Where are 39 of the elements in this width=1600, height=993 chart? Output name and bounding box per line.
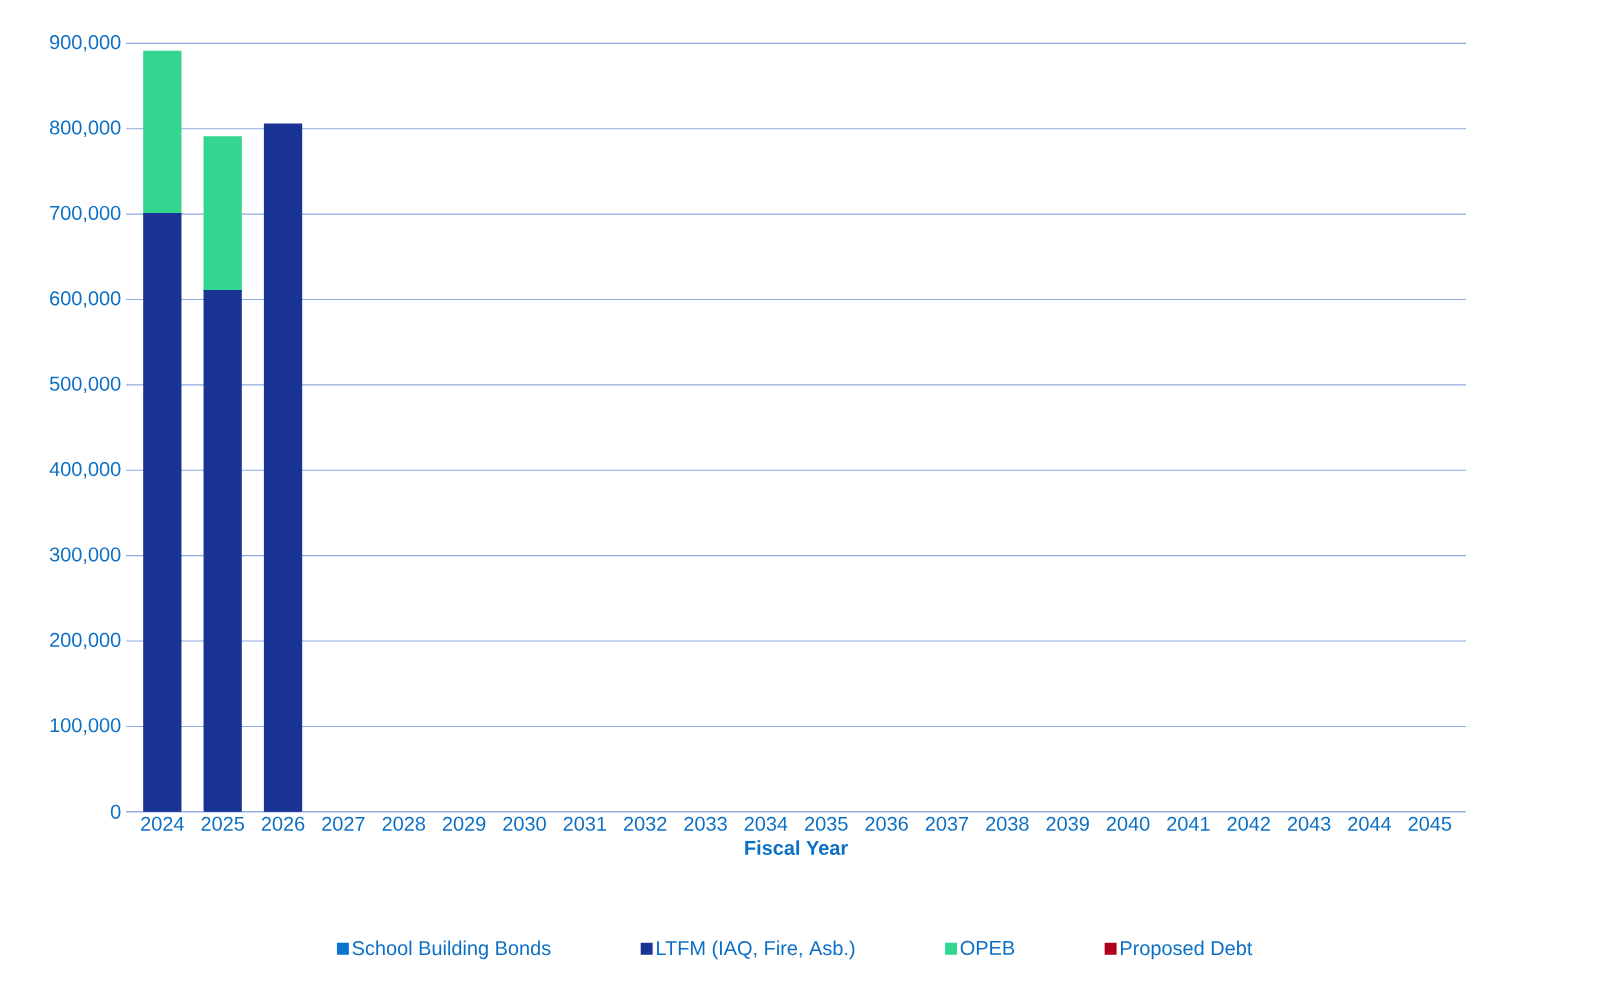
x-tick-label: 2045 [1408, 816, 1452, 831]
x-tick-label: 2034 [744, 816, 788, 831]
bar [203, 136, 242, 292]
x-tick-label: 2041 [1167, 816, 1210, 831]
x-tick-label: 2029 [442, 816, 486, 831]
y-tick-label: 900,000 [50, 35, 121, 52]
legend-label: LTFM (IAQ, Fire, Asb.) [657, 940, 855, 960]
y-tick-label: 500,000 [49, 376, 121, 394]
y-tick-label: 700,000 [50, 205, 121, 223]
x-tick-label: 2028 [382, 816, 426, 831]
y-tick-label: 0 [110, 804, 121, 819]
x-tick-label: 2039 [1046, 816, 1089, 831]
x-tick-label: 2040 [1106, 816, 1150, 831]
x-tick-label: 2030 [503, 816, 546, 831]
x-tick-label: 2027 [322, 816, 365, 831]
x-tick-label: 2031 [563, 816, 607, 831]
legend-label: OPEB [960, 940, 1015, 955]
y-tick-label: 800,000 [49, 120, 121, 137]
y-tick-label: 400,000 [49, 461, 121, 479]
x-tick-label: 2044 [1348, 816, 1392, 831]
x-tick-label: 2042 [1227, 816, 1270, 831]
x-tick-label: 2025 [201, 816, 245, 831]
x-tick-label: 2033 [684, 816, 727, 831]
legend-label: Proposed Debt [1120, 940, 1253, 960]
y-tick-label: 100,000 [50, 718, 121, 735]
x-axis-title: Fiscal Year [745, 840, 848, 855]
x-tick-label: 2024 [141, 816, 184, 831]
legend-label: School Building Bonds [352, 940, 551, 960]
x-tick-label: 2043 [1287, 816, 1331, 831]
y-tick-label: 300,000 [49, 547, 121, 564]
bar [143, 50, 182, 216]
x-tick-label: 2026 [261, 816, 305, 831]
x-tick-label: 2032 [623, 816, 667, 831]
x-tick-label: 2038 [986, 816, 1029, 831]
x-tick-label: 2036 [865, 816, 908, 831]
x-tick-label: 2035 [805, 816, 848, 831]
y-tick-label: 600,000 [50, 291, 121, 308]
x-tick-label: 2037 [925, 816, 969, 831]
y-tick-label: 200,000 [50, 632, 121, 650]
